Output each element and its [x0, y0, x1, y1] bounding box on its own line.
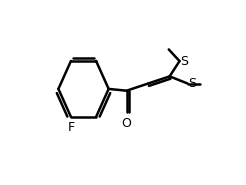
Text: O: O: [122, 117, 132, 130]
Text: S: S: [180, 55, 188, 68]
Text: F: F: [67, 121, 75, 134]
Text: S: S: [188, 77, 197, 90]
